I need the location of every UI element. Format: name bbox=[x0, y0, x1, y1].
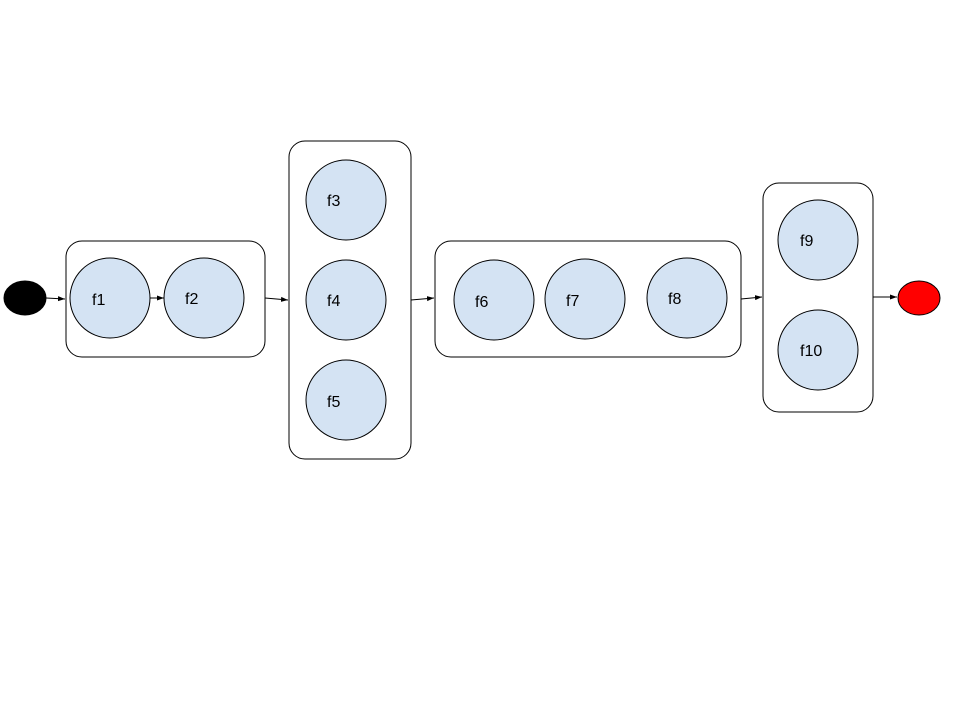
node-label-f6: f6 bbox=[475, 294, 488, 311]
node-label-f5: f5 bbox=[327, 394, 340, 411]
node-f9: f9 bbox=[777, 199, 859, 281]
node-label-f8: f8 bbox=[668, 291, 681, 308]
node-label-f4: f4 bbox=[327, 293, 340, 310]
edge-group-2-group-3 bbox=[410, 296, 435, 302]
node-label-f7: f7 bbox=[566, 293, 579, 310]
start-node bbox=[3, 280, 47, 316]
node-f10: f10 bbox=[777, 309, 859, 391]
node-f3: f3 bbox=[305, 159, 387, 241]
node-label-f2: f2 bbox=[185, 291, 198, 308]
edge-start-group-1 bbox=[45, 296, 66, 302]
node-label-f3: f3 bbox=[327, 193, 340, 210]
end-node bbox=[897, 280, 941, 316]
edge-group-1-group-2 bbox=[264, 296, 289, 302]
node-label-f10: f10 bbox=[800, 343, 822, 360]
node-f5: f5 bbox=[305, 359, 387, 441]
node-f6: f6 bbox=[453, 259, 535, 341]
node-label-f9: f9 bbox=[800, 233, 813, 250]
node-f7: f7 bbox=[544, 258, 626, 340]
edge-group-3-group-4 bbox=[740, 295, 763, 301]
node-f1: f1 bbox=[69, 257, 151, 339]
node-f8: f8 bbox=[646, 257, 728, 339]
node-label-f1: f1 bbox=[92, 292, 105, 309]
node-f4: f4 bbox=[305, 259, 387, 341]
node-f2: f2 bbox=[163, 257, 245, 339]
